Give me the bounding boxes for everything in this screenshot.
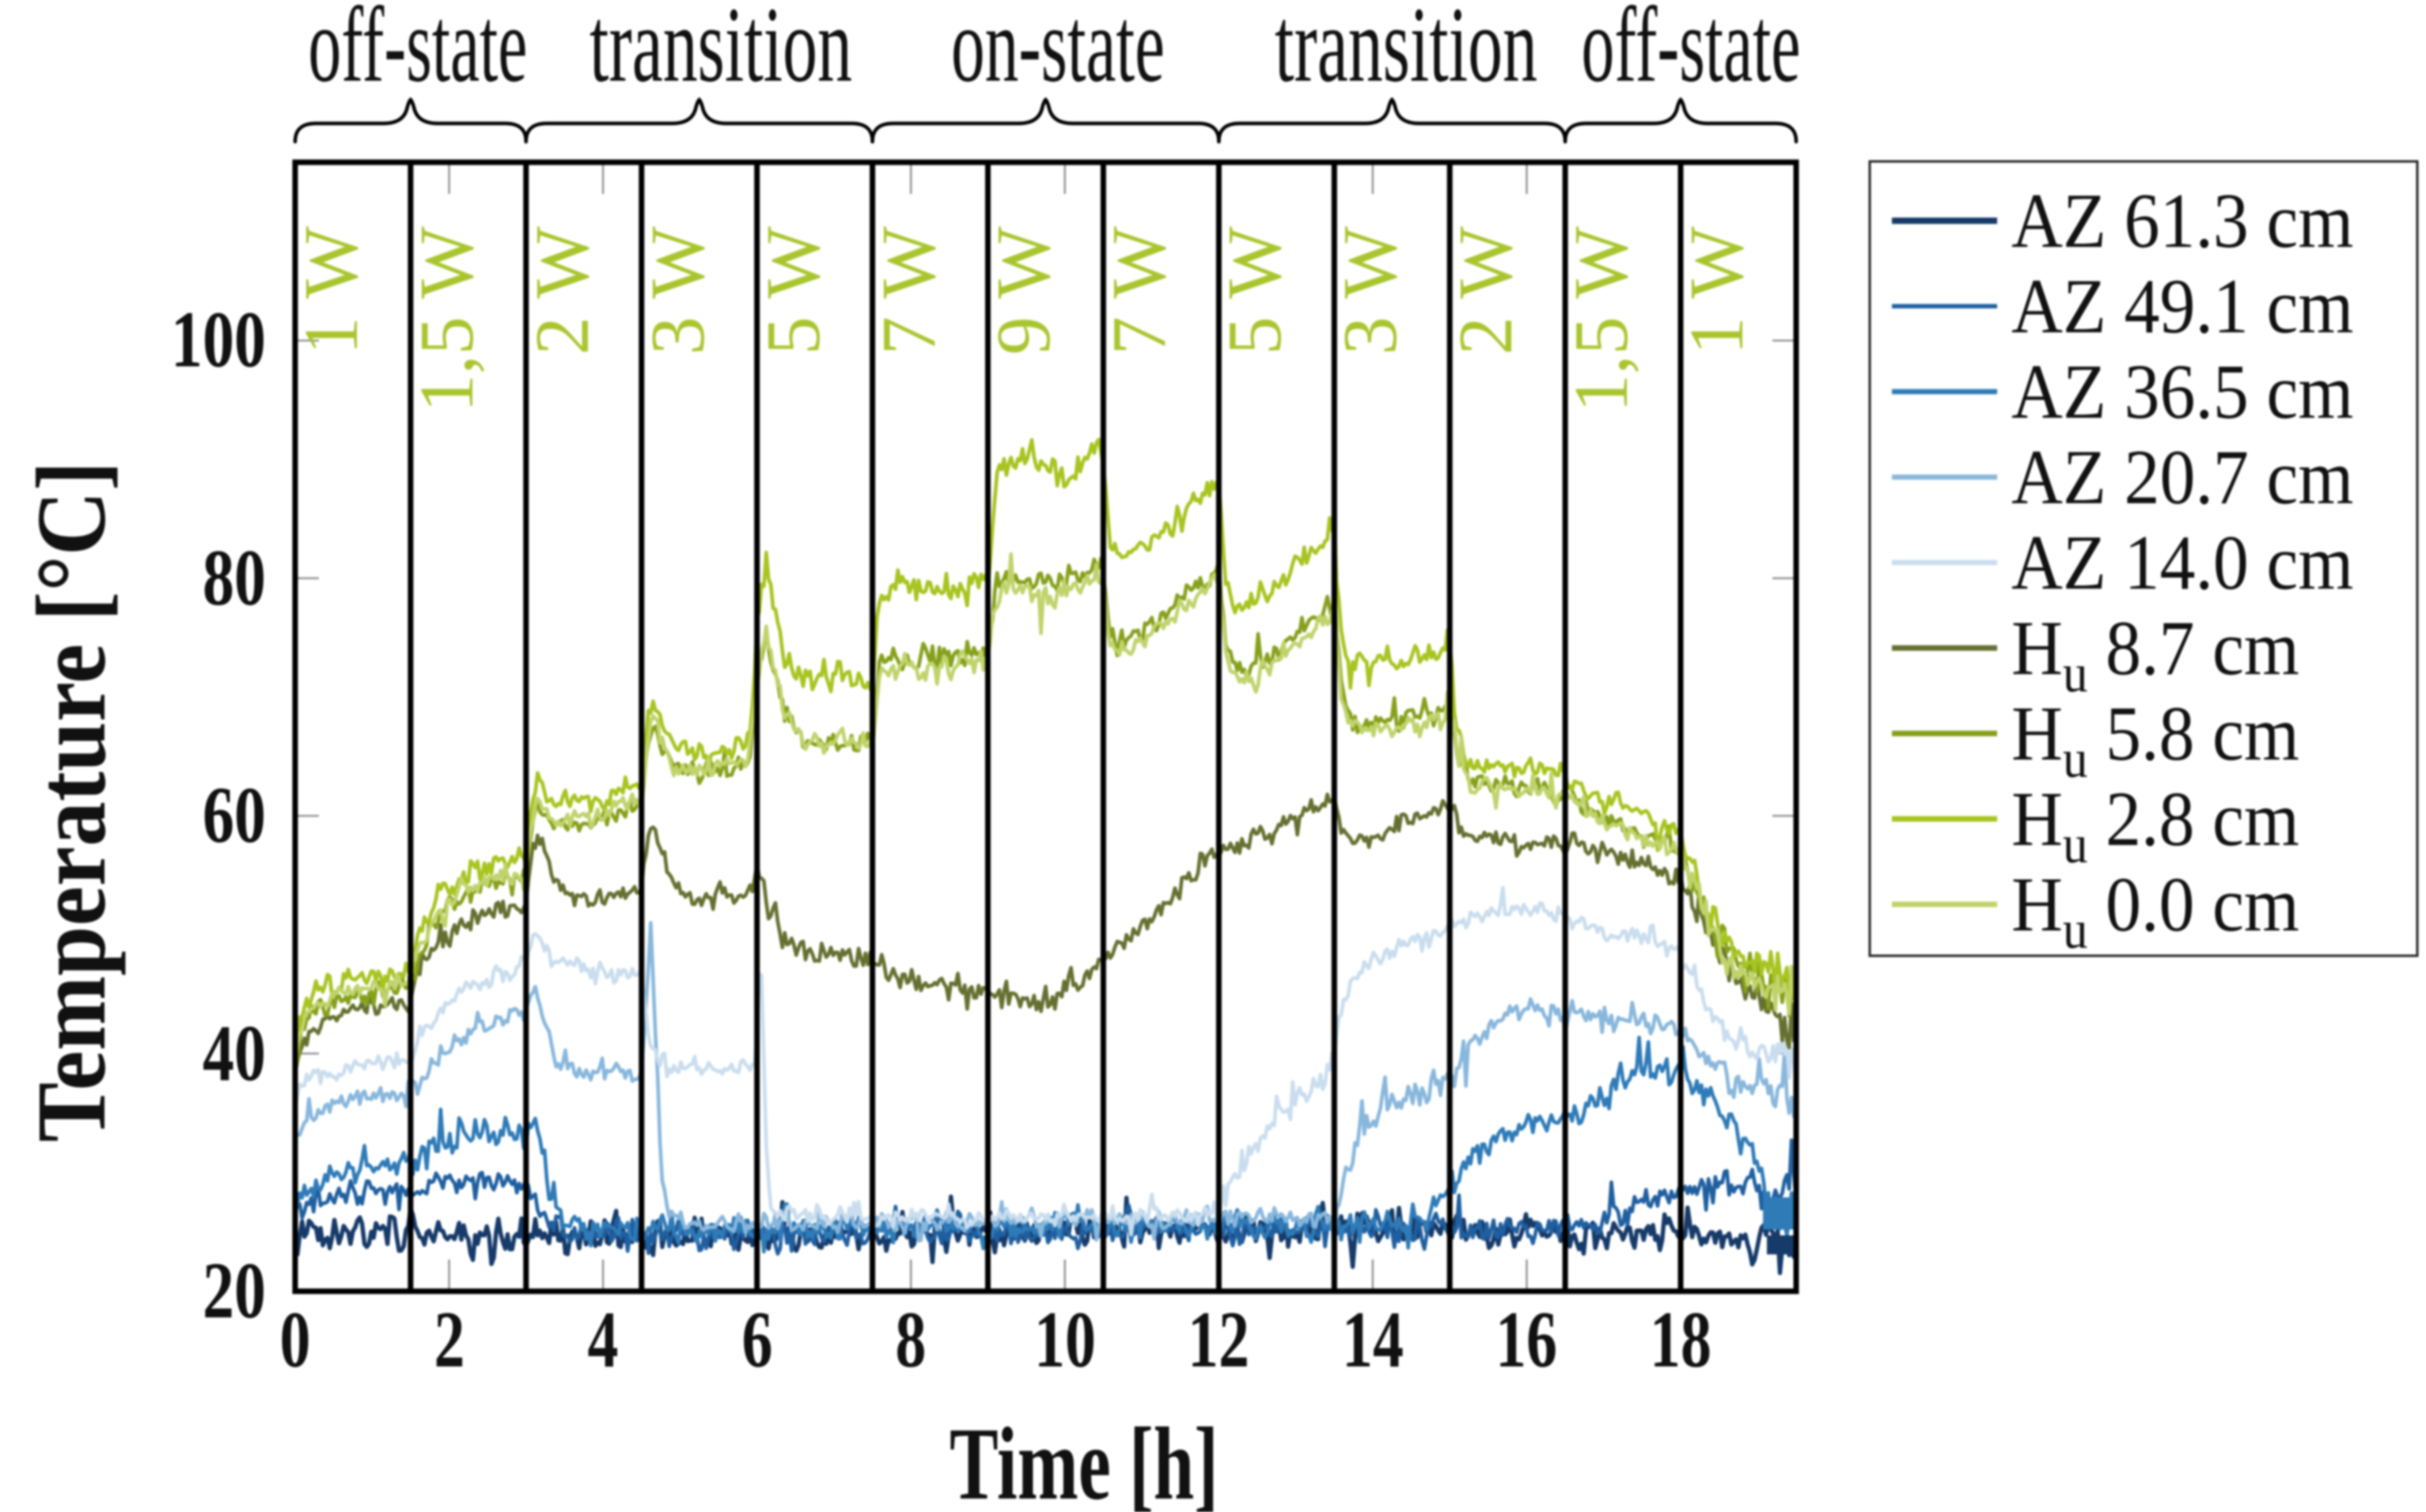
- svg-text:1,5 W: 1,5 W: [404, 226, 489, 413]
- svg-text:80: 80: [203, 533, 266, 622]
- svg-text:60: 60: [203, 771, 266, 859]
- svg-text:7 W: 7 W: [866, 226, 951, 355]
- svg-text:4: 4: [588, 1294, 619, 1385]
- svg-text:AZ 14.0 cm: AZ 14.0 cm: [2011, 520, 2353, 606]
- svg-text:8: 8: [896, 1294, 927, 1385]
- svg-text:Hu 8.7 cm: Hu 8.7 cm: [2011, 605, 2299, 704]
- svg-text:off-state: off-state: [309, 0, 528, 104]
- svg-text:0: 0: [280, 1294, 311, 1385]
- svg-text:20: 20: [203, 1246, 266, 1335]
- svg-text:40: 40: [203, 1009, 266, 1097]
- svg-text:Hu 2.8 cm: Hu 2.8 cm: [2011, 776, 2299, 875]
- svg-text:100: 100: [171, 295, 266, 384]
- svg-text:Time [h]: Time [h]: [950, 1406, 1219, 1512]
- svg-text:on-state: on-state: [951, 0, 1165, 104]
- svg-text:7 W: 7 W: [1097, 226, 1181, 355]
- svg-text:1 W: 1 W: [289, 226, 373, 355]
- svg-text:AZ 61.3 cm: AZ 61.3 cm: [2011, 178, 2353, 264]
- svg-text:2 W: 2 W: [1443, 226, 1528, 355]
- svg-text:6: 6: [742, 1294, 773, 1385]
- svg-text:1 W: 1 W: [1674, 226, 1759, 355]
- svg-text:transition: transition: [589, 0, 852, 104]
- svg-text:14: 14: [1342, 1294, 1404, 1385]
- svg-text:off-state: off-state: [1582, 0, 1801, 104]
- svg-text:2 W: 2 W: [520, 226, 605, 355]
- svg-text:9 W: 9 W: [981, 226, 1066, 355]
- svg-text:18: 18: [1650, 1294, 1711, 1385]
- svg-text:AZ 49.1 cm: AZ 49.1 cm: [2011, 263, 2353, 350]
- svg-text:5 W: 5 W: [1212, 226, 1297, 355]
- svg-text:Temperature [°C]: Temperature [°C]: [17, 461, 126, 1143]
- svg-text:1,5 W: 1,5 W: [1559, 226, 1643, 413]
- svg-text:3 W: 3 W: [635, 226, 720, 355]
- svg-text:2: 2: [434, 1294, 465, 1385]
- svg-text:Hu 0.0 cm: Hu 0.0 cm: [2011, 862, 2299, 961]
- svg-text:10: 10: [1034, 1294, 1096, 1385]
- svg-text:AZ 36.5 cm: AZ 36.5 cm: [2011, 349, 2353, 435]
- svg-text:12: 12: [1188, 1294, 1249, 1385]
- svg-text:transition: transition: [1275, 0, 1537, 104]
- svg-text:Hu 5.8 cm: Hu 5.8 cm: [2011, 691, 2299, 790]
- svg-text:3 W: 3 W: [1328, 226, 1412, 355]
- svg-text:16: 16: [1495, 1294, 1557, 1385]
- svg-text:AZ 20.7 cm: AZ 20.7 cm: [2011, 434, 2353, 521]
- svg-text:5 W: 5 W: [751, 226, 836, 355]
